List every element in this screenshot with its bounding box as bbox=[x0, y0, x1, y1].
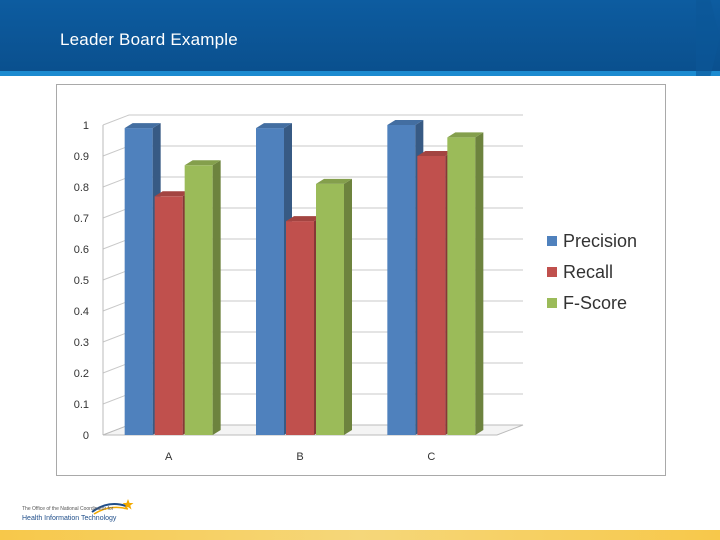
slide-title: Leader Board Example bbox=[60, 30, 238, 49]
bar-chart: 0 0.1 0.2 0.3 0.4 0.5 0.6 0.7 0.8 0.9 1 A B C Precisio… bbox=[74, 114, 637, 463]
bar-recall-b bbox=[286, 221, 314, 435]
x-tick-label: A bbox=[165, 451, 173, 463]
y-tick-label: 0.6 bbox=[74, 244, 89, 256]
header-accent-rule bbox=[0, 71, 720, 76]
bar-recall-a bbox=[154, 196, 183, 435]
x-tick-label: B bbox=[296, 451, 303, 463]
bar-side-fscore-b bbox=[344, 178, 352, 435]
logo-star-swoosh-icon bbox=[91, 499, 134, 515]
legend-label: Recall bbox=[563, 262, 613, 282]
bar-precision-b bbox=[256, 128, 284, 435]
logo-text-health-it: Health Information Technology bbox=[22, 515, 117, 522]
chart-frame: 0 0.1 0.2 0.3 0.4 0.5 0.6 0.7 0.8 0.9 1 A B C Precisio… bbox=[56, 84, 666, 476]
bar-top-recall-a bbox=[154, 191, 191, 197]
gridline-depth bbox=[102, 114, 130, 126]
bar-top-precision-b bbox=[256, 123, 292, 129]
bar-fscore-b bbox=[316, 183, 344, 435]
y-tick-label: 0.3 bbox=[74, 337, 89, 349]
bar-fscore-c bbox=[447, 137, 476, 435]
bar-top-fscore-a bbox=[184, 160, 221, 166]
header-arrow-decoration bbox=[696, 0, 720, 76]
bar-top-recall-b bbox=[286, 216, 322, 222]
legend-label: Precision bbox=[563, 231, 637, 251]
bar-fscore-a bbox=[184, 165, 213, 436]
y-tick-label: 0.9 bbox=[74, 151, 89, 163]
bar-top-recall-c bbox=[417, 151, 454, 156]
bar-top-precision-a bbox=[124, 123, 161, 129]
legend-swatch bbox=[547, 236, 557, 246]
x-tick-label: C bbox=[427, 451, 435, 463]
y-tick-label: 0.5 bbox=[74, 275, 89, 287]
bar-recall-c bbox=[417, 156, 446, 435]
logo-text-office: The Office of the National Coordinator f… bbox=[22, 506, 114, 512]
legend-label: F-Score bbox=[563, 293, 627, 313]
y-tick-label: 0.1 bbox=[74, 399, 89, 411]
y-tick-label: 0.4 bbox=[74, 306, 89, 318]
bar-top-fscore-b bbox=[316, 178, 352, 184]
bar-top-precision-c bbox=[387, 120, 424, 125]
bar-side-fscore-c bbox=[475, 132, 484, 435]
slide-header: Leader Board Example bbox=[0, 0, 720, 76]
legend-swatch bbox=[547, 267, 557, 277]
footer-bar bbox=[0, 530, 720, 540]
y-tick-label: 0.7 bbox=[74, 213, 89, 225]
bar-side-fscore-a bbox=[212, 160, 221, 436]
onc-logo: The Office of the National Coordinator f… bbox=[22, 498, 142, 528]
y-tick-label: 1 bbox=[83, 120, 89, 132]
y-tick-label: 0.8 bbox=[74, 182, 89, 194]
y-tick-label: 0 bbox=[83, 430, 89, 442]
legend-swatch bbox=[547, 298, 557, 308]
y-tick-label: 0.2 bbox=[74, 368, 89, 380]
bar-precision-c bbox=[387, 125, 416, 435]
bar-top-fscore-c bbox=[447, 132, 484, 138]
bar-precision-a bbox=[124, 128, 153, 435]
